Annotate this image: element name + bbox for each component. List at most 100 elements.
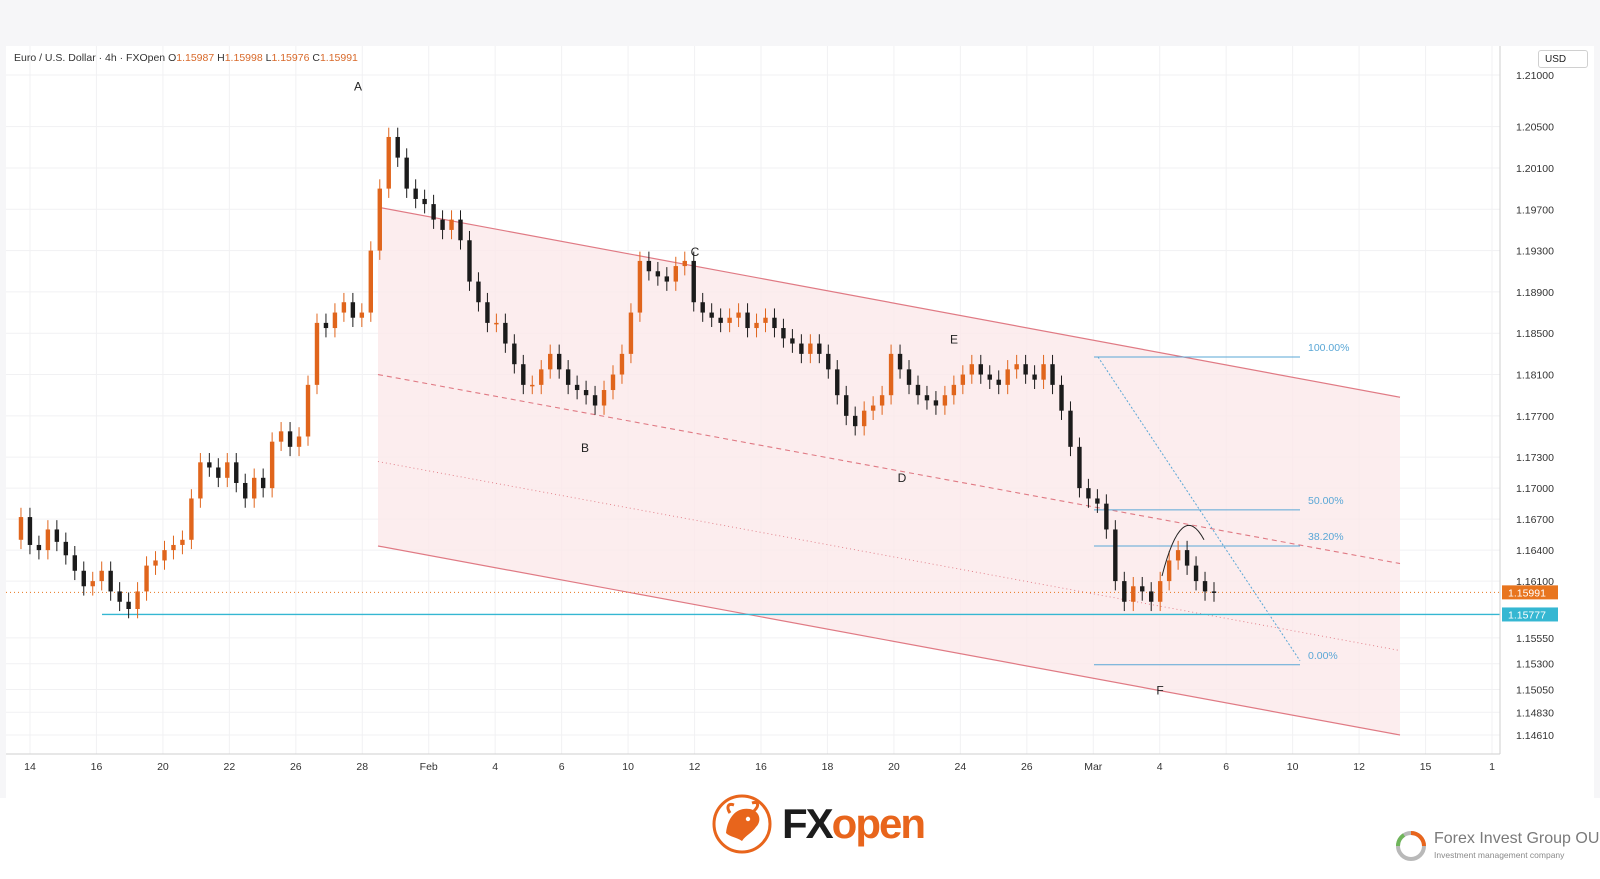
y-tick-label: 1.16400 — [1516, 545, 1554, 557]
fib-level-label: 50.00% — [1308, 495, 1344, 507]
bearish-candle — [1095, 498, 1100, 504]
bullish-candle — [449, 219, 454, 230]
bearish-candle — [216, 467, 221, 478]
top-band — [0, 0, 1600, 46]
bearish-candle — [664, 276, 670, 282]
bearish-candle — [287, 431, 293, 447]
bearish-candle — [1050, 364, 1055, 385]
bearish-candle — [1122, 581, 1127, 602]
low-value: 1.15976 — [271, 52, 310, 64]
y-tick-label: 1.16700 — [1516, 514, 1554, 526]
bearish-candle — [27, 517, 33, 545]
bullish-candle — [1166, 560, 1172, 582]
x-tick-label: 14 — [24, 761, 36, 773]
bearish-candle — [323, 322, 329, 329]
y-tick-label: 1.15050 — [1516, 685, 1554, 697]
bullish-candle — [18, 517, 24, 540]
bearish-candle — [574, 384, 580, 391]
y-tick-label: 1.16100 — [1516, 576, 1554, 588]
x-tick-label: 22 — [224, 761, 236, 773]
bullish-candle — [1041, 364, 1046, 380]
fxopen-wordmark: FXopen — [782, 800, 926, 848]
close-value: 1.15991 — [319, 52, 358, 64]
bullish-candle — [1014, 364, 1019, 370]
bullish-candle — [180, 539, 185, 545]
bearish-candle — [1104, 503, 1109, 530]
bearish-candle — [117, 591, 122, 602]
x-tick-label: Feb — [420, 761, 438, 773]
bearish-candle — [350, 302, 356, 318]
fib-trend-line — [1097, 356, 1301, 662]
brand-fx: FX — [782, 800, 834, 847]
bullish-candle — [278, 431, 284, 442]
x-tick-label: 26 — [1021, 761, 1033, 773]
bearish-candle — [1086, 488, 1091, 499]
channel-middle-line — [377, 373, 1401, 565]
regression-channel — [377, 206, 1401, 736]
bearish-candle — [1059, 384, 1064, 411]
bullish-candle — [861, 410, 867, 427]
bearish-candle — [1023, 364, 1028, 375]
bullish-candle — [368, 250, 374, 313]
bearish-candle — [1211, 591, 1217, 593]
bullish-candle — [601, 390, 607, 406]
bullish-candle — [377, 188, 382, 251]
bearish-candle — [243, 482, 248, 499]
bearish-candle — [1202, 581, 1208, 592]
x-tick-label: Mar — [1084, 761, 1103, 773]
wave-label: C — [691, 245, 700, 259]
symbol-legend: Euro / U.S. Dollar · 4h · FXOpen O1.1598… — [14, 52, 358, 64]
x-tick-label: 18 — [822, 761, 834, 773]
y-tick-label: 1.18500 — [1516, 328, 1554, 340]
bearish-candle — [476, 281, 481, 303]
bearish-candle — [826, 353, 831, 370]
bearish-candle — [978, 364, 983, 375]
bullish-candle — [548, 353, 553, 370]
bearish-candle — [1140, 586, 1145, 592]
bearish-candle — [404, 157, 409, 189]
bullish-candle — [153, 560, 158, 566]
x-tick-label: 6 — [1223, 761, 1229, 773]
bullish-candle — [332, 312, 338, 329]
bullish-candle — [539, 369, 544, 385]
bearish-candle — [234, 462, 239, 483]
bullish-candle — [144, 565, 149, 592]
bullish-candle — [1157, 581, 1163, 602]
bearish-candle — [1149, 591, 1154, 602]
symbol-name: Euro / U.S. Dollar · 4h · FXOpen — [14, 52, 166, 64]
y-tick-label: 1.19300 — [1516, 246, 1554, 258]
bullish-candle — [305, 384, 311, 437]
bearish-candle — [72, 555, 77, 571]
bearish-candle — [691, 260, 696, 303]
chart-panel[interactable]: 1.15991 1.15777 100.00% 50.00% 38.20% 0.00% … — [6, 46, 1594, 798]
bullish-candle — [251, 477, 257, 499]
bearish-candle — [1184, 550, 1190, 566]
bullish-candle — [942, 395, 948, 406]
y-tick-label: 1.15550 — [1516, 633, 1554, 645]
price-unit-label[interactable]: USD — [1538, 50, 1588, 68]
bullish-candle — [879, 395, 885, 406]
y-tick-label: 1.18900 — [1516, 287, 1554, 299]
bearish-candle — [924, 395, 930, 401]
bearish-candle — [709, 312, 714, 318]
y-tick-label: 1.21000 — [1516, 70, 1554, 82]
price-axis: 1.21000 1.20500 1.20100 1.19700 1.19300 1.189… — [1499, 46, 1554, 754]
bullish-candle — [628, 312, 634, 354]
bearish-candle — [897, 353, 903, 370]
x-tick-label: 28 — [356, 761, 368, 773]
bearish-candle — [81, 570, 86, 587]
bullish-candle — [269, 441, 275, 489]
bearish-candle — [556, 353, 562, 370]
bullish-candle — [90, 581, 95, 587]
bearish-candle — [915, 384, 921, 396]
bullish-candle — [386, 136, 391, 189]
bearish-candle — [458, 219, 463, 241]
bullish-candle — [198, 462, 203, 499]
channel-fill — [378, 207, 1400, 736]
bearish-candle — [987, 374, 992, 380]
bearish-candle — [700, 302, 705, 313]
x-tick-label: 16 — [755, 761, 767, 773]
channel-lower-line — [377, 545, 1401, 736]
y-tick-label: 1.14610 — [1516, 730, 1554, 742]
